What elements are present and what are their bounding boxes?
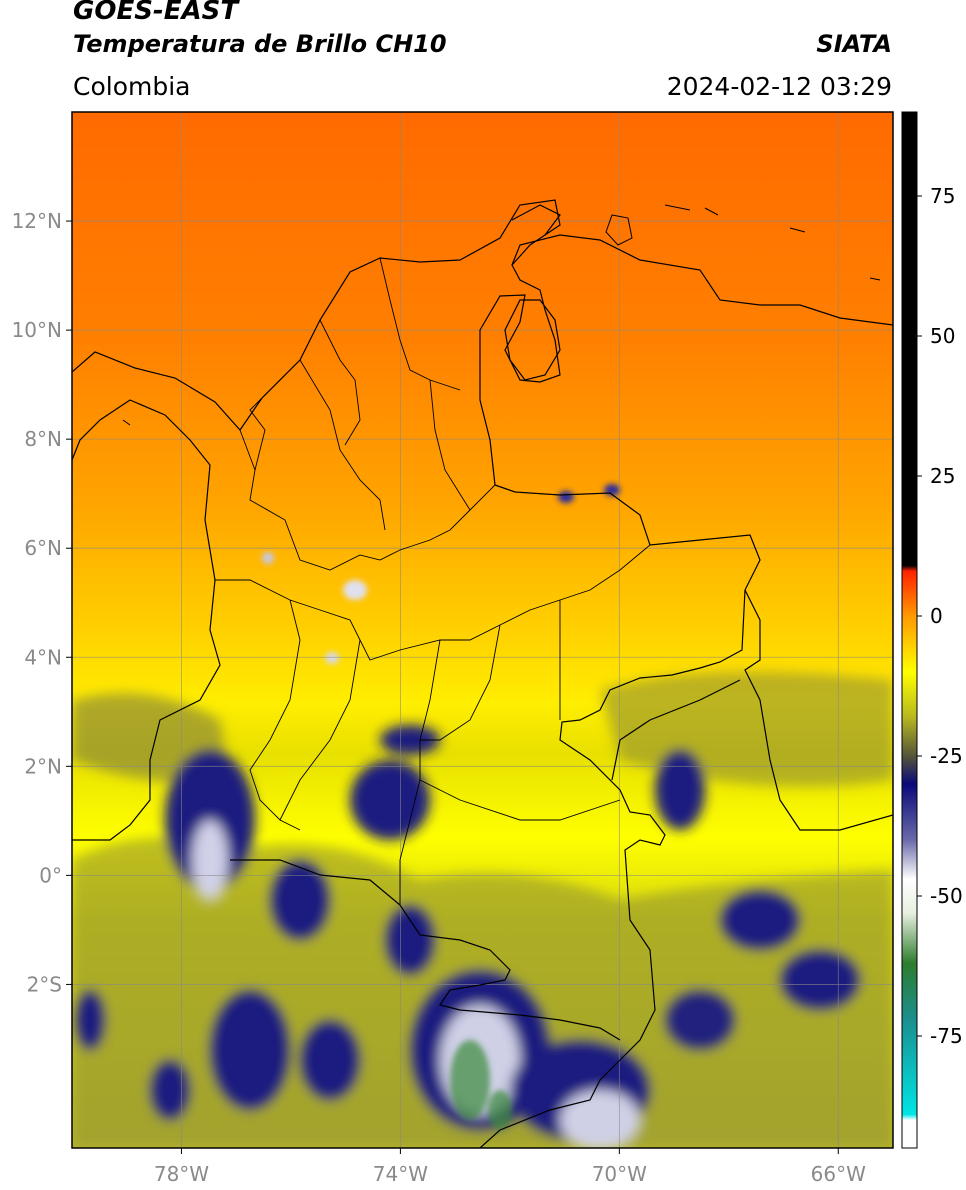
pacific-coast (72, 399, 221, 841)
venezuela-coast (511, 234, 893, 326)
colorbar-ticks: 75 50 25 0 -25 -50 -75 (917, 184, 963, 1048)
dept-lines-2 (215, 544, 651, 905)
product-title: Temperatura de Brillo CH10 (73, 30, 447, 58)
latitude-axis: 12°N 10°N 8°N 6°N 4°N 2°N 0° 2°S (12, 209, 72, 996)
coastlines-and-borders (72, 199, 893, 1148)
lake-maracaibo (504, 299, 561, 381)
satellite-title: GOES-EAST (73, 0, 239, 26)
lat-tick-label: 2°N (24, 754, 62, 778)
colorbar-tick-label: 50 (930, 324, 955, 348)
lon-tick-label: 74°W (373, 1162, 428, 1186)
grid-lines (72, 112, 893, 1148)
brazil-border-south (611, 679, 741, 781)
colorbar-frame (901, 111, 918, 1149)
colorbar-tick-label: -50 (930, 884, 963, 908)
lon-tick-label: 78°W (154, 1162, 209, 1186)
region-label: Colombia (73, 72, 191, 101)
lat-tick-label: 4°N (24, 645, 62, 669)
lat-tick-label: 2°S (27, 972, 62, 996)
colorbar-tick-label: 75 (930, 184, 955, 208)
lon-tick-label: 70°W (592, 1162, 647, 1186)
agency-label: SIATA (816, 30, 892, 58)
map-frame (71, 111, 894, 1149)
colorbar-tick-label: -75 (930, 1024, 963, 1048)
colorbar-tick-label: -25 (930, 744, 963, 768)
lat-tick-label: 8°N (24, 427, 62, 451)
colorbar-tick-label: 0 (930, 604, 943, 628)
lon-tick-label: 66°W (811, 1162, 866, 1186)
cloud-cells (72, 672, 893, 1148)
lat-tick-label: 12°N (12, 209, 62, 233)
ecuador-peru-border (230, 859, 621, 1041)
dept-lines-1 (239, 257, 496, 571)
la-guajira (511, 204, 561, 236)
colombia-outline (72, 199, 761, 1148)
venezuela-brazil-border (744, 589, 893, 831)
colorbar-tick-label: 25 (930, 464, 955, 488)
datetime-label: 2024-02-12 03:29 (666, 72, 892, 101)
longitude-axis: 78°W 74°W 70°W 66°W (154, 1148, 866, 1186)
cold-cloud-tops (262, 484, 620, 1130)
lat-tick-label: 10°N (12, 318, 62, 342)
islands (122, 204, 881, 426)
colorbar (902, 112, 917, 1148)
lat-tick-label: 0° (39, 863, 62, 887)
lat-tick-label: 6°N (24, 536, 62, 560)
